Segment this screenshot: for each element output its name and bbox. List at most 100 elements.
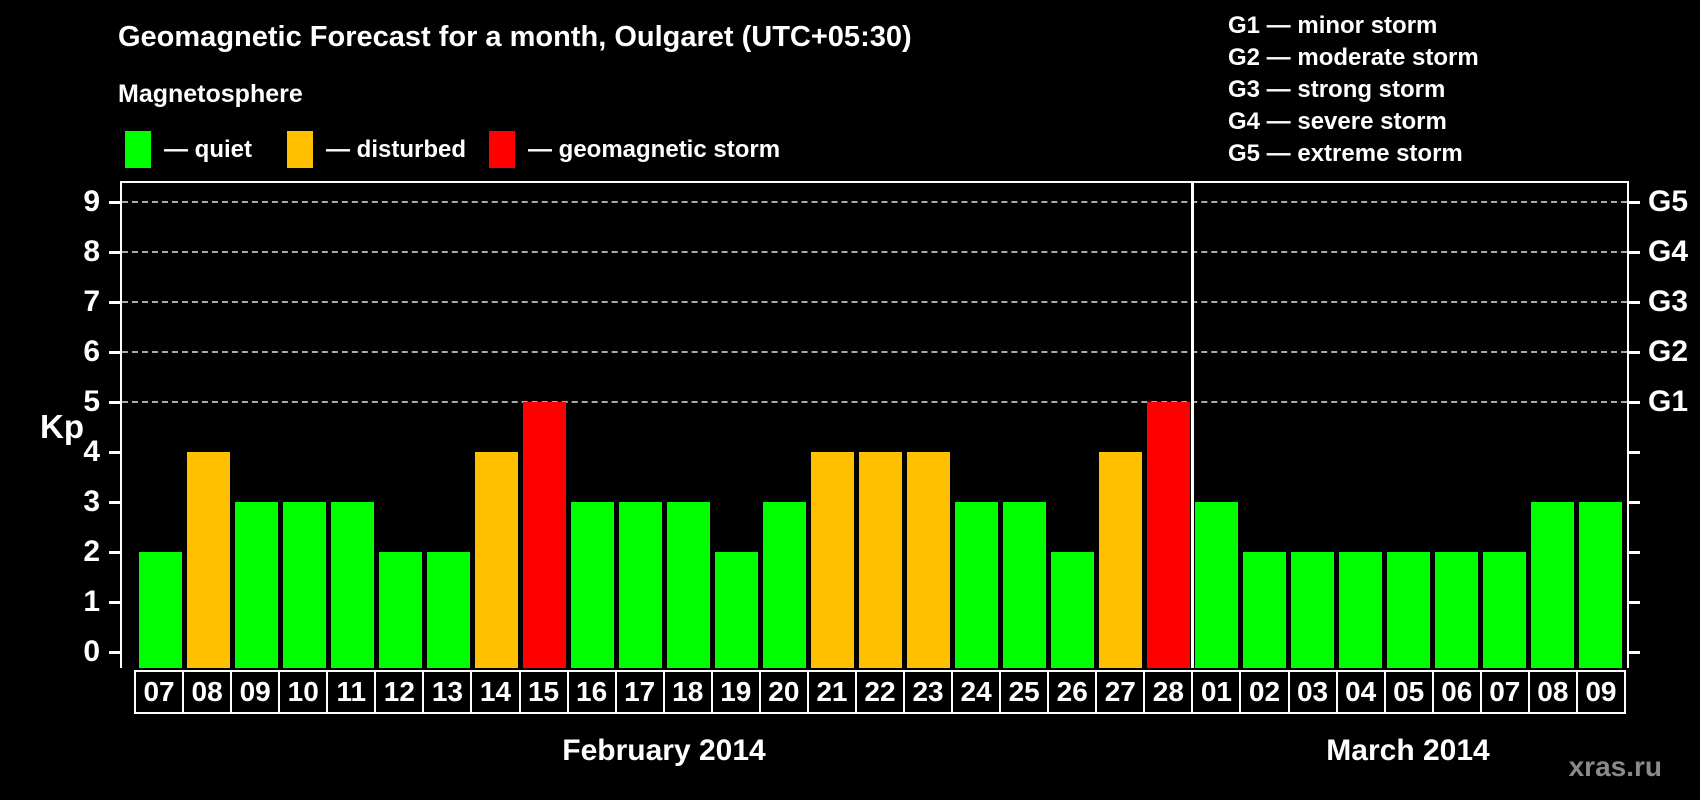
storm-scale-line: G1 — minor storm <box>1228 12 1438 39</box>
legend-item-label: — disturbed <box>326 135 467 163</box>
legend-title: Magnetosphere <box>118 80 303 108</box>
date-cell: 24 <box>953 672 1002 712</box>
watermark: xras.ru <box>1568 751 1662 782</box>
y-tick-label: 4 <box>83 435 100 468</box>
kp-bar <box>1290 552 1334 668</box>
kp-bar <box>1530 502 1574 668</box>
y-tick-label: 5 <box>83 385 100 418</box>
month-label-february: February 2014 <box>562 734 766 767</box>
date-cell: 05 <box>1386 672 1434 712</box>
chart-title: Geomagnetic Forecast for a month, Oulgar… <box>118 21 912 53</box>
date-cell: 09 <box>1585 676 1617 707</box>
date-cell: 02 <box>1241 672 1290 712</box>
date-cell: 03 <box>1290 672 1338 712</box>
gridline <box>122 201 1627 203</box>
g-scale-label: G1 <box>1648 385 1689 418</box>
y-axis-tick <box>109 651 120 654</box>
kp-bar <box>186 452 230 668</box>
kp-bar <box>330 502 374 668</box>
date-cell: 14 <box>472 672 521 712</box>
right-axis-tick <box>1629 651 1640 654</box>
kp-bar <box>234 502 278 668</box>
x-axis-date-row: 07 08 09 10 11 12 13 14 15 16 17 18 19 20 21 22 23 24 25 26… <box>134 670 1626 714</box>
month-label-march: March 2014 <box>1326 734 1490 767</box>
kp-bar <box>138 552 182 668</box>
date-cell: 01 <box>1193 672 1242 712</box>
date-cell: 28 <box>1145 672 1194 712</box>
right-axis-tick <box>1629 601 1640 604</box>
gridline <box>122 251 1627 253</box>
kp-bar <box>1146 402 1190 668</box>
kp-bar <box>714 552 758 668</box>
y-axis-tick <box>109 201 120 204</box>
date-cell: 07 <box>136 672 185 712</box>
disturbed-swatch-icon <box>287 131 313 168</box>
y-tick-label: 9 <box>83 185 100 218</box>
kp-bar <box>1194 502 1238 668</box>
y-axis-tick <box>109 351 120 354</box>
legend-item-storm: — geomagnetic storm <box>489 131 780 168</box>
kp-bar <box>282 502 326 668</box>
storm-scale-legend: G1 — minor storm G2 — moderate storm G3 … <box>1228 10 1479 170</box>
kp-bar <box>762 502 806 668</box>
storm-scale-line: G5 — extreme storm <box>1228 140 1463 167</box>
y-axis-tick <box>109 251 120 254</box>
right-axis-tick <box>1629 201 1640 204</box>
y-axis-tick <box>109 301 120 304</box>
kp-bar <box>474 452 518 668</box>
right-axis-tick <box>1629 551 1640 554</box>
plot-area <box>122 183 1627 668</box>
date-cell: 26 <box>1049 672 1098 712</box>
kp-bar <box>426 552 470 668</box>
kp-bar <box>1050 552 1094 668</box>
date-cell: 17 <box>617 672 665 712</box>
kp-bar <box>378 552 422 668</box>
date-cell: 06 <box>1434 672 1482 712</box>
date-cell: 09 <box>232 672 281 712</box>
gridline <box>122 351 1627 353</box>
y-axis-tick <box>109 601 120 604</box>
kp-bar <box>1386 552 1430 668</box>
date-cell: 08 <box>184 672 233 712</box>
date-cell: 11 <box>328 672 377 712</box>
storm-scale-line: G3 — strong storm <box>1228 76 1446 103</box>
legend-item-label: — quiet <box>164 135 252 163</box>
legend-item-disturbed: — disturbed <box>287 131 466 168</box>
storm-swatch-icon <box>489 131 515 168</box>
legend-item-label: — geomagnetic storm <box>528 135 781 163</box>
month-separator-line <box>1190 183 1194 668</box>
kp-bar <box>1434 552 1478 668</box>
y-axis-tick <box>109 401 120 404</box>
right-axis-tick <box>1629 401 1640 404</box>
date-cell: 15 <box>521 672 569 712</box>
date-cell: 25 <box>1001 672 1050 712</box>
y-tick-label: 1 <box>83 585 100 618</box>
legend-item-quiet: — quiet <box>125 131 252 168</box>
kp-bar <box>906 452 950 668</box>
right-axis-tick <box>1629 351 1640 354</box>
g-scale-label: G4 <box>1648 235 1689 268</box>
y-axis-tick <box>109 551 120 554</box>
g-scale-label: G3 <box>1648 285 1689 318</box>
plot-frame-top <box>120 181 1629 183</box>
storm-scale-line: G2 — moderate storm <box>1228 44 1479 71</box>
right-axis-tick <box>1629 251 1640 254</box>
kp-bar <box>810 452 854 668</box>
gridline <box>122 301 1627 303</box>
date-cell: 20 <box>761 672 809 712</box>
date-cell: 08 <box>1530 672 1578 712</box>
y-tick-label: 2 <box>83 535 100 568</box>
y-tick-label: 0 <box>83 635 100 668</box>
quiet-swatch-icon <box>125 131 151 168</box>
kp-bar <box>1098 452 1142 668</box>
plot-frame-right <box>1627 181 1629 668</box>
g-scale-label: G5 <box>1648 185 1689 218</box>
kp-bar <box>522 402 566 668</box>
plot-frame-left <box>120 181 122 668</box>
y-axis-tick <box>109 501 120 504</box>
date-cell: 18 <box>665 672 713 712</box>
kp-bar <box>1578 502 1622 668</box>
date-cell: 13 <box>424 672 473 712</box>
kp-bar <box>666 502 710 668</box>
date-cell: 19 <box>713 672 761 712</box>
